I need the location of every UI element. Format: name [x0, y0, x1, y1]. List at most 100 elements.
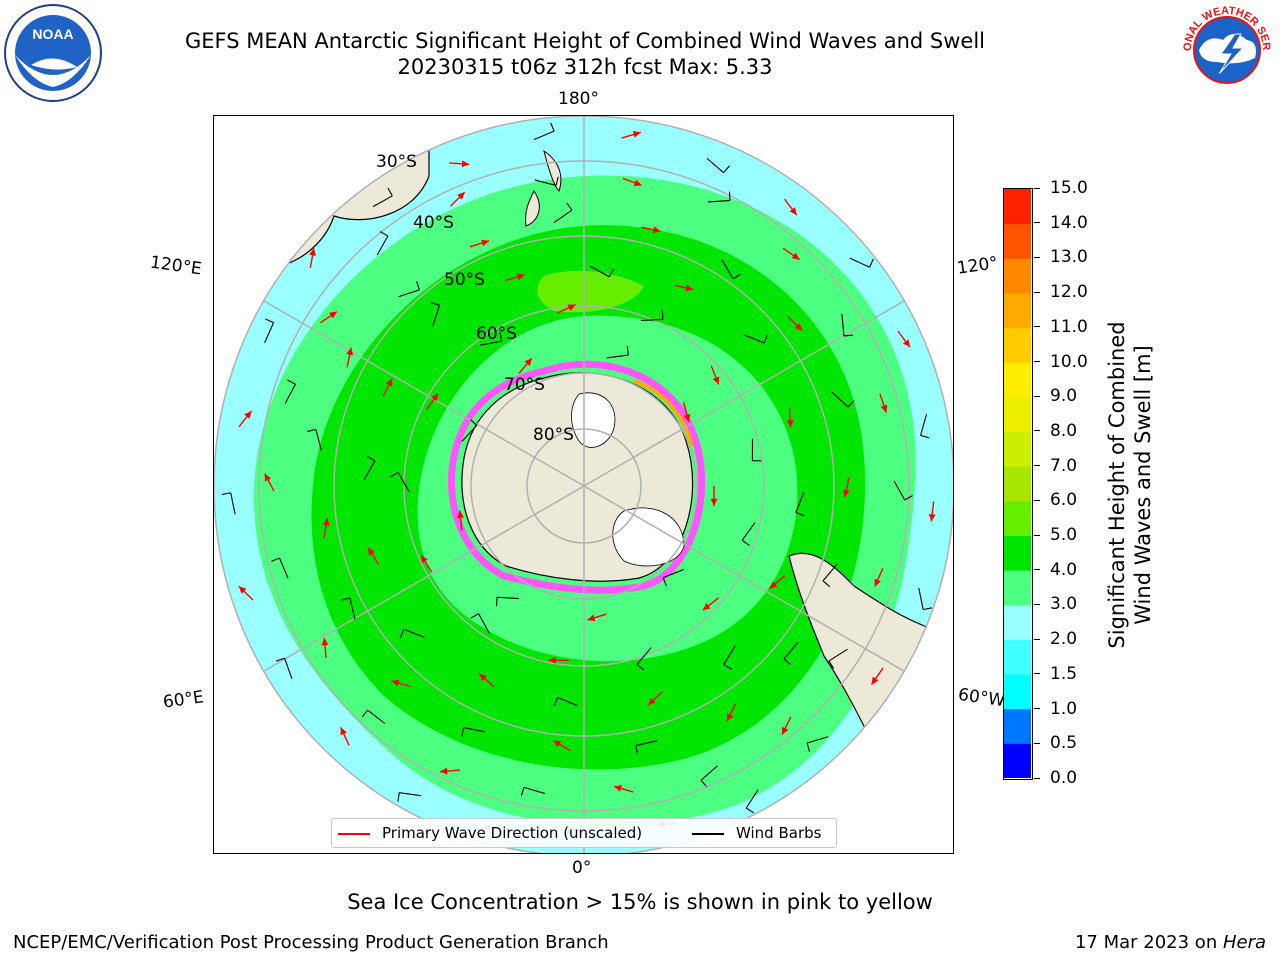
- wave-arrow-head: [782, 726, 789, 735]
- chart-title: GEFS MEAN Antarctic Significant Height o…: [184, 29, 986, 53]
- wind-barb-flag: [275, 657, 285, 662]
- wind-barb: [479, 340, 502, 346]
- colorbar-tick-mark: [1034, 187, 1040, 189]
- colorbar-tick-label: 5.0: [1050, 525, 1078, 546]
- wave-arrow-head: [710, 498, 718, 506]
- wind-barb: [721, 259, 734, 280]
- wind-barb: [284, 657, 293, 680]
- lat-label-30s: 30°S: [376, 152, 417, 172]
- wind-barb: [741, 522, 756, 541]
- colorbar-tick-mark: [1034, 638, 1040, 640]
- colorbar-tick-label: 1.0: [1050, 698, 1078, 719]
- colorbar: [1003, 188, 1033, 780]
- wind-barb: [403, 628, 425, 638]
- wave-arrow-head: [431, 393, 439, 402]
- wind-barb: [640, 318, 663, 322]
- wave-arrow-head: [769, 581, 778, 589]
- colorbar-tick-mark: [1034, 430, 1040, 432]
- wind-barb-flag: [397, 792, 400, 802]
- colorbar-tick-label: 15.0: [1050, 178, 1088, 198]
- wind-barb: [707, 200, 731, 203]
- new-zealand: [525, 149, 562, 227]
- wind-barb-flag: [550, 122, 555, 132]
- wind-barb: [497, 596, 520, 600]
- lon-label-120e: 120°E: [148, 252, 203, 280]
- wind-barb-flag: [265, 318, 274, 324]
- wave-arrow-head: [391, 679, 400, 687]
- wind-barb-flag: [341, 597, 351, 601]
- wind-barb-flag: [783, 658, 792, 666]
- wave-arrow-head: [786, 419, 794, 428]
- wave-arrow-head: [587, 614, 596, 622]
- wind-barb: [831, 391, 849, 408]
- polar-map: [214, 116, 953, 853]
- colorbar-tick-mark: [1034, 222, 1040, 224]
- wave-arrow-head: [632, 131, 641, 138]
- wind-barb: [363, 460, 376, 481]
- colorbar-tick-label: 9.0: [1050, 386, 1078, 407]
- colorbar-segment: [1004, 639, 1031, 675]
- wind-barb: [635, 740, 658, 747]
- wave-arrow-head: [264, 473, 272, 482]
- wind-barb: [315, 429, 322, 451]
- colorbar-tick-mark: [1034, 256, 1040, 258]
- colorbar-tick-label: 0.0: [1050, 768, 1078, 788]
- colorbar-tick-mark: [1034, 742, 1040, 744]
- colorbar-tick-mark: [1034, 534, 1040, 536]
- wind-barb: [463, 727, 486, 733]
- wave-arrow-head: [614, 785, 622, 792]
- wind-barb-flag: [553, 697, 559, 707]
- wave-arrow-head: [874, 578, 881, 587]
- wave-arrow-head: [648, 697, 656, 706]
- wind-barb-flag: [636, 663, 645, 671]
- legend-item-primary-wave: Primary Wave Direction (unscaled): [338, 824, 642, 842]
- colorbar-tick-mark: [1034, 777, 1040, 779]
- wind-barb: [397, 472, 410, 492]
- wave-arrow-head: [457, 510, 464, 519]
- lon-label-0: 0°: [572, 858, 592, 878]
- wind-barb: [461, 425, 478, 442]
- colorbar-tick: 15.0: [1034, 180, 1088, 197]
- wind-barb-flag: [495, 597, 498, 607]
- colorbar-tick-label: 7.0: [1050, 455, 1078, 476]
- legend-swatch-black: [692, 832, 724, 835]
- colorbar-tick-label: 8.0: [1050, 420, 1078, 441]
- wind-barb: [533, 130, 555, 141]
- colorbar-segment: [1004, 223, 1031, 259]
- lon-label-180: 180°: [558, 89, 599, 109]
- sea-ice-edge: [447, 360, 706, 594]
- wind-barb: [636, 647, 652, 665]
- footer-date-text: 17 Mar 2023 on: [1074, 932, 1223, 953]
- wind-barb-flag: [923, 607, 933, 611]
- wind-barb: [706, 157, 724, 174]
- wave-arrow-head: [548, 656, 556, 664]
- wind-barb: [376, 235, 389, 256]
- footer-credit: NCEP/EMC/Verification Post Processing Pr…: [13, 932, 609, 953]
- wave-arrow-head: [553, 740, 562, 748]
- colorbar-segment: [1004, 570, 1031, 606]
- colorbar-segment: [1004, 743, 1031, 779]
- wind-barb: [589, 265, 610, 278]
- lon-label-60e: 60°E: [161, 687, 206, 713]
- wave-arrow-head: [902, 339, 911, 348]
- sea-ice-high: [633, 379, 694, 447]
- wave-arrow-head: [652, 226, 661, 234]
- wind-barb: [398, 289, 420, 298]
- legend-label-wind-barbs: Wind Barbs: [736, 824, 822, 842]
- wave-peak-region: [537, 270, 644, 313]
- sea-ice-caption: Sea Ice Concentration > 15% is shown in …: [347, 890, 933, 914]
- wind-barb-flag: [566, 202, 573, 211]
- wind-barb: [918, 587, 924, 610]
- lat-label-70s: 70°S: [504, 375, 545, 395]
- wind-barb-flag: [723, 664, 732, 670]
- footer-date: 17 Mar 2023 on Hera: [1075, 932, 1266, 953]
- colorbar-tick: 5.0: [1034, 527, 1077, 544]
- colorbar-segment: [1004, 466, 1031, 502]
- wave-arrow-head: [791, 252, 800, 260]
- colorbar-tick-mark: [1034, 499, 1040, 501]
- colorbar-tick: 0.5: [1034, 735, 1077, 752]
- colorbar-segment: [1004, 535, 1031, 571]
- wave-arrow-head: [421, 555, 428, 564]
- wind-barb-flag: [635, 745, 639, 755]
- wind-barb-flag: [847, 399, 855, 408]
